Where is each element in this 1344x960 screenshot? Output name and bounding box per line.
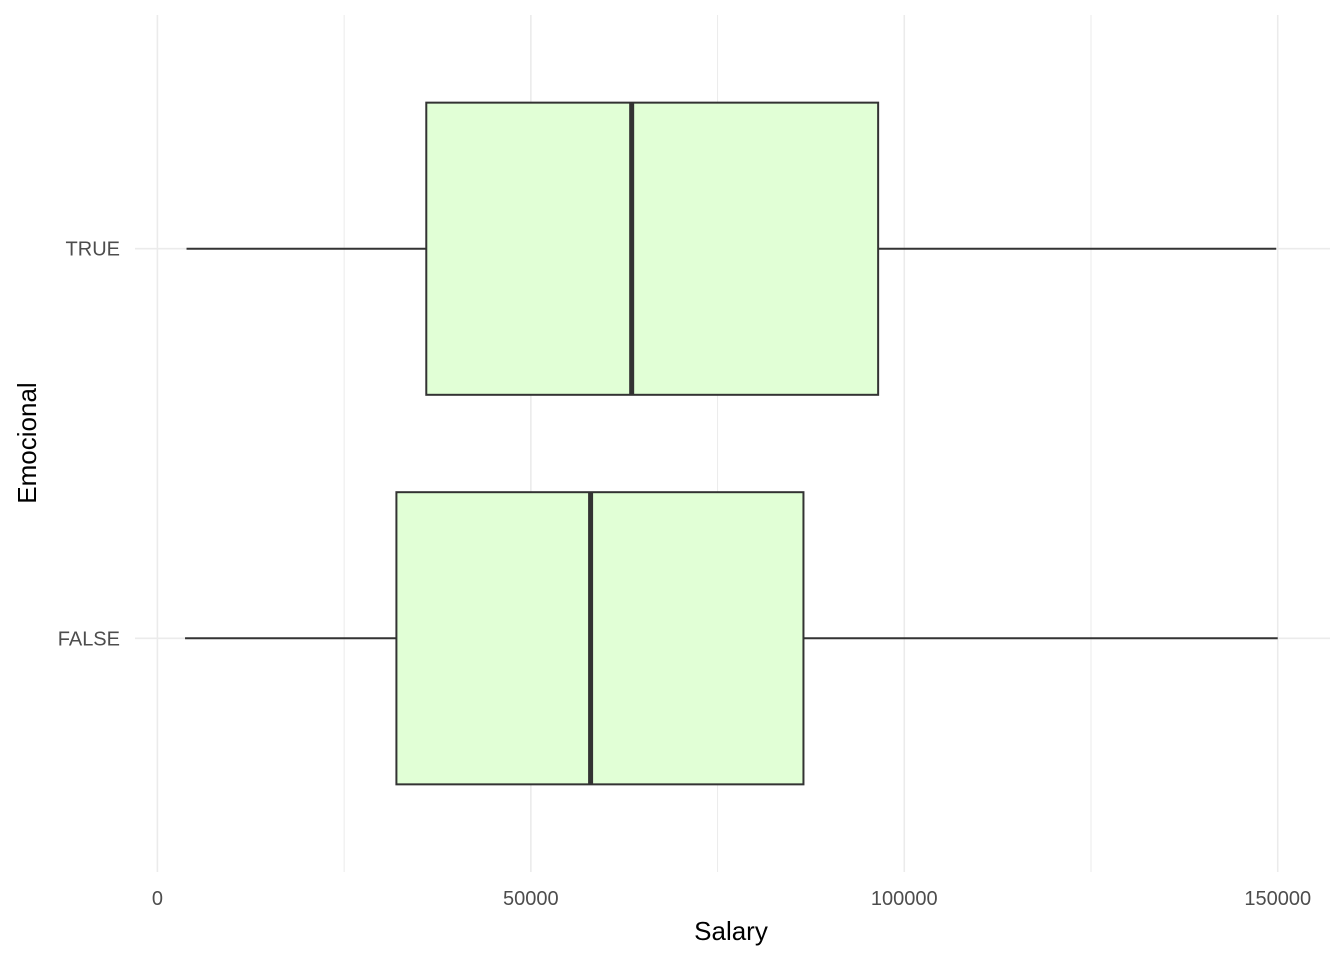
x-axis-ticks: 0 50000 100000 150000 [152, 888, 1311, 910]
y-tick-label: TRUE [66, 239, 120, 261]
box-iqr [395, 491, 805, 786]
box-false [185, 491, 1278, 786]
x-tick-label: 0 [152, 888, 163, 910]
box-iqr [425, 101, 880, 396]
y-tick-label: FALSE [58, 628, 120, 650]
x-tick-label: 50000 [503, 888, 559, 910]
y-axis-title: Emocional [12, 382, 42, 503]
boxes [185, 101, 1278, 786]
y-axis-ticks: TRUE FALSE [58, 239, 120, 651]
x-tick-label: 150000 [1244, 888, 1311, 910]
x-tick-label: 100000 [871, 888, 938, 910]
box-true [186, 101, 1277, 396]
x-axis-title: Salary [694, 916, 768, 946]
